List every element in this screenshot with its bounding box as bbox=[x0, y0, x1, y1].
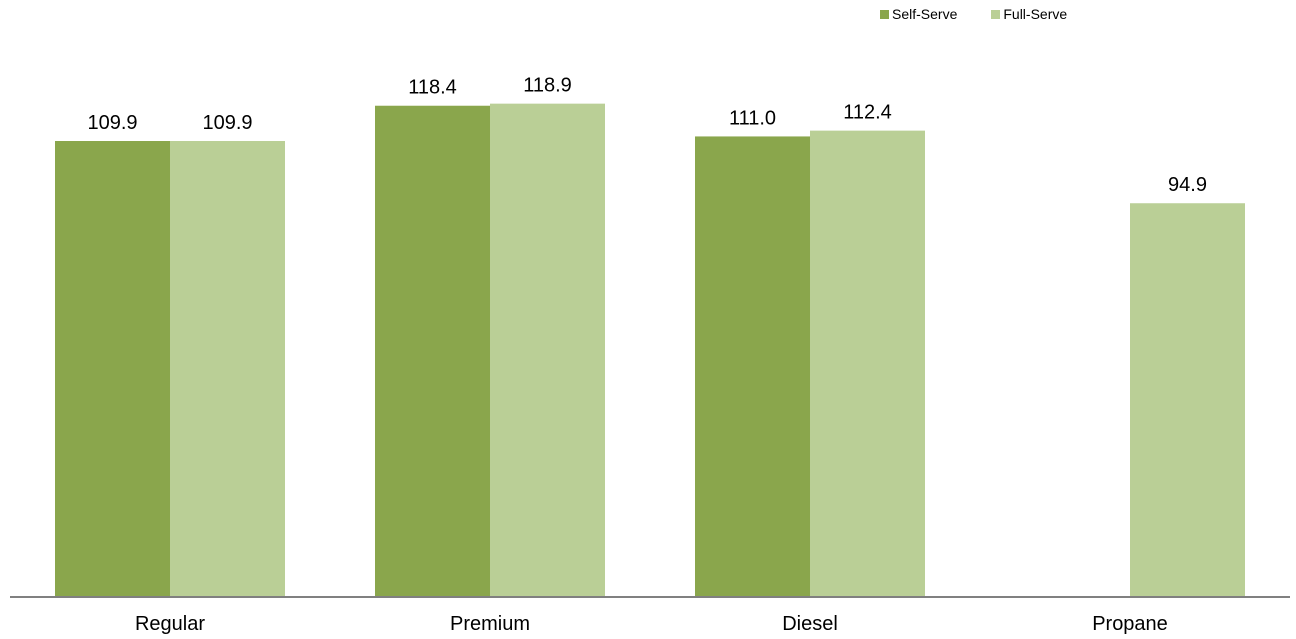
category-label-premium: Premium bbox=[450, 613, 530, 635]
data-label-premium-self-serve: 118.4 bbox=[408, 77, 457, 99]
bar-propane-full-serve bbox=[1130, 203, 1245, 597]
legend-swatch-full-serve bbox=[991, 9, 1001, 19]
data-label-regular-self-serve: 109.9 bbox=[87, 112, 137, 134]
data-label-diesel-self-serve: 111.0 bbox=[729, 107, 776, 129]
legend-label-full-serve: Full-Serve bbox=[1003, 6, 1068, 22]
data-label-propane-full-serve: 94.9 bbox=[1168, 174, 1207, 196]
category-label-regular: Regular bbox=[135, 613, 205, 635]
bar-regular-self-serve bbox=[55, 141, 170, 597]
category-label-diesel: Diesel bbox=[782, 613, 838, 635]
legend-item-full-serve: Full-Serve bbox=[991, 6, 1067, 22]
bar-diesel-full-serve bbox=[810, 130, 925, 597]
legend-item-self-serve: Self-Serve bbox=[880, 6, 957, 22]
legend-label-self-serve: Self-Serve bbox=[892, 6, 958, 22]
bar-premium-full-serve bbox=[490, 103, 605, 598]
legend-swatch-self-serve bbox=[880, 9, 889, 19]
data-label-premium-full-serve: 118.9 bbox=[523, 75, 572, 97]
bar-premium-self-serve bbox=[375, 105, 490, 598]
bar-diesel-self-serve bbox=[695, 136, 810, 597]
data-label-regular-full-serve: 109.9 bbox=[202, 112, 252, 134]
category-label-propane: Propane bbox=[1092, 613, 1168, 635]
data-label-diesel-full-serve: 112.4 bbox=[843, 102, 892, 124]
bar-regular-full-serve bbox=[170, 141, 285, 597]
chart-legend: Self-Serve Full-Serve bbox=[880, 6, 1067, 22]
